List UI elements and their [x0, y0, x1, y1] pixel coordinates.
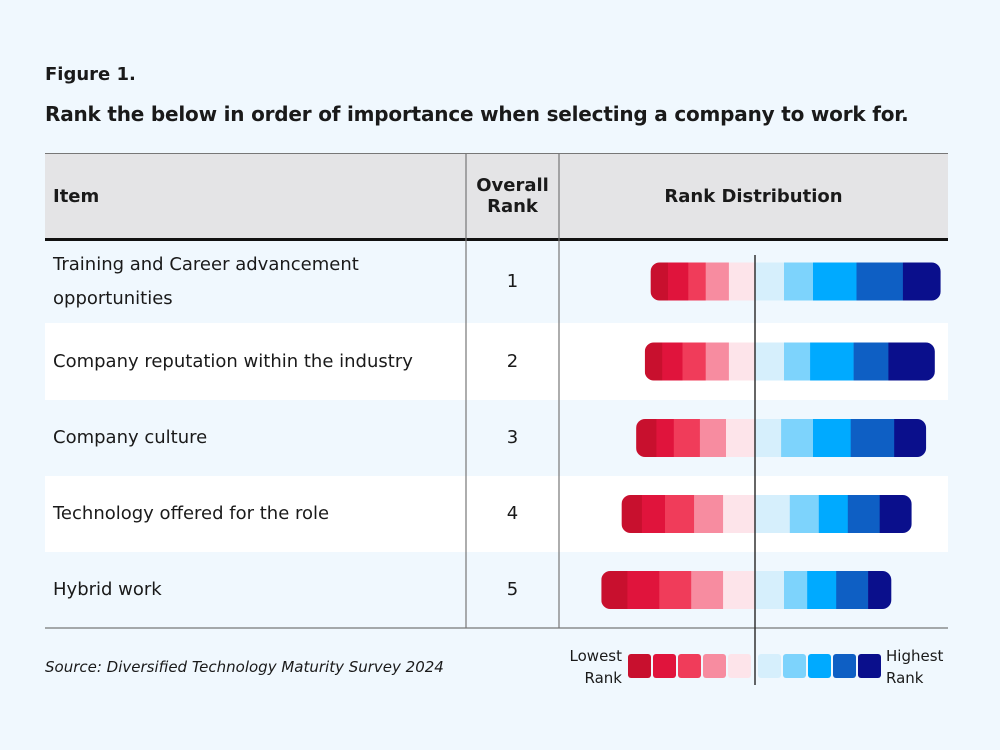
segment	[694, 495, 724, 533]
header-cell: Rank Distribution	[664, 185, 843, 207]
segment	[650, 262, 669, 301]
table-row: Hybrid work 5	[45, 552, 948, 628]
item-cell: Company culture	[53, 427, 208, 448]
segment	[784, 571, 808, 609]
segment	[636, 419, 657, 457]
source: Source: Diversified Technology Maturity …	[45, 658, 444, 676]
segment	[755, 571, 785, 609]
rank-cell: 3	[506, 427, 519, 448]
segment	[850, 419, 895, 457]
segment	[644, 342, 663, 381]
segment	[656, 419, 675, 457]
segment	[789, 495, 820, 533]
segment	[868, 571, 892, 609]
segment	[888, 342, 935, 381]
legend-swatch	[703, 654, 726, 678]
segment	[673, 419, 701, 457]
segment	[807, 571, 837, 609]
segment	[813, 262, 857, 301]
header-cell: Overall Rank	[476, 175, 549, 217]
rank-cell: 2	[506, 350, 519, 372]
segment	[665, 495, 695, 533]
rank-cell: 4	[506, 503, 519, 524]
segment	[621, 495, 643, 533]
segment	[813, 419, 851, 457]
segment	[627, 571, 660, 609]
item-cell: Hybrid work	[53, 579, 162, 600]
segment	[699, 419, 727, 457]
segment	[668, 262, 689, 301]
legend-swatch	[728, 654, 751, 678]
figure-label: Figure 1.	[45, 64, 136, 85]
item-cell: Technology offered for the role	[53, 503, 330, 524]
segment	[641, 495, 666, 533]
legend-swatch	[628, 654, 651, 678]
segment	[723, 495, 756, 533]
segment	[784, 262, 814, 301]
segment	[723, 571, 756, 609]
segment	[726, 419, 756, 457]
distribution-bar	[650, 262, 941, 301]
distribution-bar	[601, 571, 892, 609]
segment	[755, 262, 785, 301]
segment	[853, 342, 889, 381]
segment	[902, 262, 941, 301]
segment	[755, 495, 791, 533]
segment	[755, 342, 785, 381]
segment	[728, 342, 756, 381]
distribution-bar	[644, 342, 935, 381]
segment	[894, 419, 927, 457]
segment	[705, 262, 730, 301]
title: Rank the below in order of importance wh…	[45, 102, 909, 126]
table-header: Item Overall Rank Rank Distribution	[45, 153, 948, 241]
legend-swatch	[858, 654, 881, 678]
header-cell: Item	[53, 185, 100, 207]
segment	[728, 262, 756, 301]
table-row: Training and Career advancement opportun…	[45, 240, 948, 323]
segment	[856, 262, 904, 301]
distribution-bar	[621, 495, 912, 533]
segment	[688, 262, 706, 301]
item-cell: Training and Career advancement opportun…	[53, 253, 359, 309]
distribution-bar	[636, 419, 927, 457]
segment	[784, 342, 811, 381]
segment	[601, 571, 628, 609]
item-cell: Company reputation within the industry	[53, 350, 413, 372]
rank-cell: 5	[506, 579, 519, 600]
segment	[810, 342, 854, 381]
legend-swatch	[758, 654, 781, 678]
legend-high: Highest Rank	[886, 647, 944, 687]
segment	[836, 571, 869, 609]
segment	[659, 571, 692, 609]
segment	[662, 342, 683, 381]
rank-cell: 1	[506, 270, 519, 292]
legend-swatch	[833, 654, 856, 678]
legend-swatch	[808, 654, 831, 678]
legend-swatch	[653, 654, 676, 678]
segment	[847, 495, 880, 533]
segment	[818, 495, 849, 533]
segment	[691, 571, 724, 609]
segment	[879, 495, 912, 533]
legend-swatch	[783, 654, 806, 678]
segment	[755, 419, 782, 457]
legend-low: Lowest Rank	[569, 647, 622, 687]
legend-swatch	[678, 654, 701, 678]
segment	[705, 342, 730, 381]
segment	[682, 342, 706, 381]
table-row: Company culture 3	[45, 400, 948, 476]
segment	[781, 419, 814, 457]
